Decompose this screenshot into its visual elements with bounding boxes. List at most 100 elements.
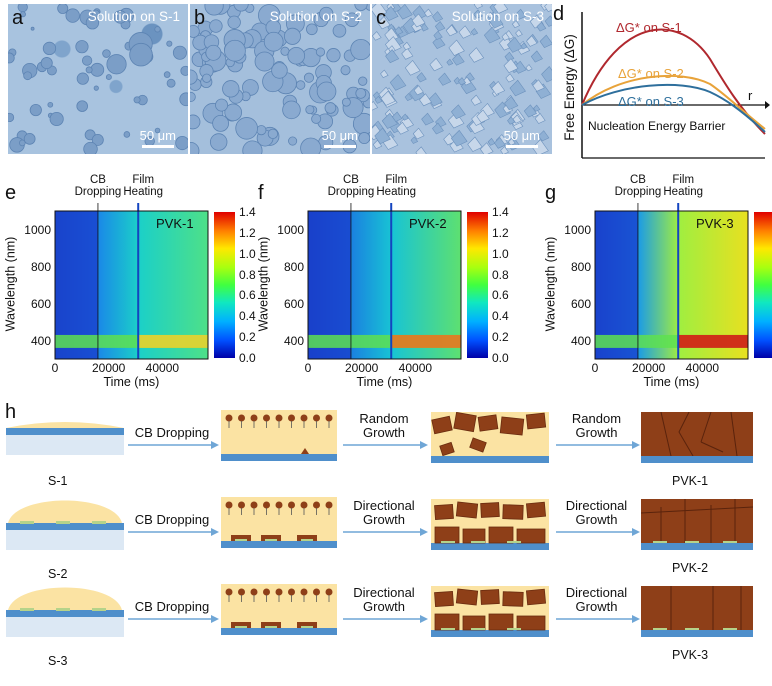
glass-layer [6, 617, 124, 637]
grain-mark [385, 49, 400, 64]
colorbar-tick-label: 0.8 [239, 267, 256, 282]
crystal-grain [516, 615, 546, 631]
grain-mark [415, 146, 427, 154]
nucleus [288, 588, 295, 596]
process-step-label: CB Dropping [134, 599, 210, 614]
grain-mark [172, 45, 187, 60]
glass-layer [6, 435, 124, 455]
grain-mark [428, 92, 443, 107]
grain-mark [515, 29, 523, 37]
grain-mark [451, 104, 466, 120]
colorbar-tick-label: 0.4 [492, 309, 509, 324]
grain-mark [263, 31, 284, 52]
substrate-layer [221, 454, 337, 461]
grain-mark [489, 14, 504, 29]
grain-mark [179, 92, 188, 107]
grain-mark [204, 4, 224, 16]
grain-mark [539, 34, 552, 48]
seed-layer [685, 628, 699, 630]
solution-droplet [8, 587, 122, 610]
grain-mark [332, 23, 347, 38]
grain-mark [256, 125, 267, 136]
seed-layer [653, 628, 667, 630]
seed-layer [56, 608, 70, 611]
micrograph-b-title: Solution on S-2 [269, 9, 362, 24]
nucleus [325, 501, 333, 509]
seed-layer [301, 539, 313, 541]
grain-mark [57, 4, 69, 14]
oriented-nucleus [297, 622, 317, 628]
grain-mark [242, 140, 263, 154]
grain-mark [81, 55, 93, 66]
grain-mark [85, 66, 93, 74]
substrate-layer [6, 428, 124, 435]
arrow-head [211, 441, 219, 449]
solution-droplet [8, 500, 122, 523]
grain-mark [372, 139, 383, 150]
grain-mark [536, 21, 547, 32]
seed-layer [441, 628, 455, 630]
grain-mark [448, 39, 465, 56]
grain-mark [411, 13, 426, 28]
heatmap-ylabel: Wavelength (nm) [256, 236, 271, 332]
d-caption: Nucleation Energy Barrier [588, 119, 726, 133]
grain-mark [224, 103, 243, 122]
x-tick-label: 0 [304, 361, 312, 375]
colorbar-tick-label: 1.0 [239, 246, 256, 261]
y-tick-label: 800 [30, 259, 51, 274]
grain-mark [487, 137, 496, 146]
emission-band-heated [678, 334, 748, 348]
final-film [641, 586, 753, 637]
d-curve3-label: ΔG* on S-3 [618, 94, 684, 109]
final-film [641, 412, 753, 463]
grain-mark [222, 80, 240, 98]
crystal-grain [434, 503, 454, 521]
nucleus [325, 414, 333, 422]
substrate-layer [6, 523, 124, 530]
crystal-grain [439, 441, 455, 457]
grain-mark [404, 59, 421, 76]
y-tick-label: 1000 [277, 222, 304, 237]
nucleus [275, 501, 283, 509]
crystal-grain [462, 528, 486, 544]
x-tick-label: 0 [51, 361, 59, 375]
grain-mark [429, 57, 443, 72]
grain-mark [19, 139, 26, 147]
grain-mark [530, 50, 543, 63]
process-step-label: CB Dropping [134, 512, 210, 527]
grain-mark [154, 127, 161, 134]
solution-film [6, 422, 124, 428]
oriented-nucleus [297, 535, 317, 541]
oriented-nucleus [231, 622, 251, 628]
nucleus [288, 414, 295, 422]
grain-mark [295, 80, 306, 90]
grain-mark [282, 100, 301, 120]
grain-mark [392, 111, 403, 122]
heatmap-g [594, 203, 749, 360]
process-step-label: Directional Growth [353, 498, 415, 527]
grain-mark [446, 58, 454, 66]
grain-mark [410, 136, 419, 144]
crystal-grain [480, 502, 500, 518]
micrograph-b: Solution on S-2 50 μm [190, 4, 370, 154]
growth-stage [431, 499, 549, 550]
y-tick-label: 400 [283, 333, 304, 348]
product-label: PVK-2 [672, 561, 709, 575]
grain-mark [470, 94, 482, 106]
crystal-grain [453, 412, 477, 433]
substrate-layer [431, 456, 549, 463]
panel-label-c: c [376, 7, 386, 29]
substrate-layer [6, 610, 124, 617]
scale-bar-c: 50 μm [504, 128, 540, 148]
substrate-layer [641, 543, 753, 550]
y-tick-label: 600 [283, 296, 304, 311]
grain-mark [473, 4, 483, 10]
grain-mark [458, 25, 472, 39]
grain-mark [166, 40, 173, 47]
nucleus [275, 414, 283, 422]
grain-mark [227, 15, 241, 29]
grain-mark [358, 132, 370, 145]
x-tick-label: 20000 [91, 361, 126, 375]
grain-mark [544, 4, 552, 13]
grain-mark [91, 133, 104, 146]
